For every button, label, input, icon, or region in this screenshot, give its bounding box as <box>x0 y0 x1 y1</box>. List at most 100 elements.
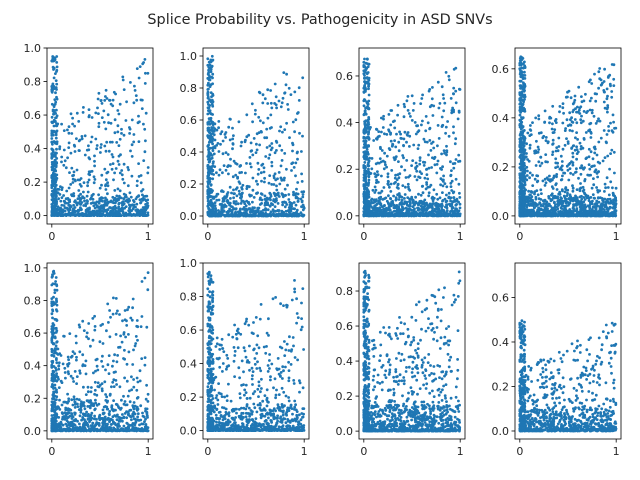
scatter-point <box>239 144 243 148</box>
scatter-point <box>226 165 230 169</box>
scatter-point <box>127 168 130 172</box>
scatter-point <box>362 90 366 94</box>
scatter-point <box>300 150 303 153</box>
scatter-point <box>267 213 270 217</box>
scatter-point <box>207 60 211 64</box>
scatter-point <box>436 197 440 201</box>
scatter-point <box>140 98 144 102</box>
scatter-point <box>598 77 602 81</box>
scatter-point <box>109 121 113 125</box>
scatter-point <box>539 204 543 208</box>
scatter-point <box>405 99 409 103</box>
scatter-point <box>558 110 561 114</box>
scatter-point <box>266 116 270 120</box>
scatter-point <box>243 140 247 144</box>
scatter-point <box>410 164 413 168</box>
scatter-point <box>221 190 225 194</box>
scatter-point <box>364 211 368 215</box>
scatter-point <box>576 138 579 141</box>
scatter-point <box>79 208 83 212</box>
scatter-point <box>121 210 125 214</box>
scatter-point <box>50 140 54 144</box>
scatter-point <box>77 194 81 198</box>
scatter-point <box>370 197 374 201</box>
y-tick-label: 0.2 <box>180 178 198 191</box>
scatter-point <box>571 151 575 155</box>
scatter-point <box>67 186 71 190</box>
scatter-point <box>364 209 367 212</box>
scatter-point <box>582 137 586 140</box>
subplot-1: 0.00.20.40.60.81.00 1 <box>24 42 154 243</box>
scatter-point <box>301 76 305 80</box>
scatter-point <box>444 214 448 217</box>
scatter-point <box>518 155 522 159</box>
scatter-point <box>52 130 56 134</box>
scatter-point <box>230 191 233 195</box>
scatter-point <box>541 199 545 203</box>
scatter-point <box>456 209 459 213</box>
scatter-point <box>363 165 366 169</box>
scatter-point <box>50 186 54 190</box>
scatter-point <box>382 167 386 171</box>
scatter-point <box>73 124 76 128</box>
scatter-point <box>117 163 121 166</box>
scatter-point <box>217 150 221 153</box>
scatter-point <box>234 202 238 206</box>
scatter-point <box>231 137 235 141</box>
scatter-point <box>229 117 232 121</box>
scatter-point <box>409 115 412 118</box>
scatter-point <box>554 182 558 186</box>
scatter-point <box>100 209 103 213</box>
scatter-point <box>128 127 132 131</box>
scatter-point <box>406 196 410 200</box>
scatter-point <box>526 169 529 173</box>
scatter-point <box>430 196 434 200</box>
scatter-point <box>95 144 99 147</box>
scatter-point <box>578 205 582 209</box>
scatter-point <box>402 102 406 106</box>
scatter-point <box>386 201 390 205</box>
scatter-point <box>390 169 394 172</box>
scatter-point <box>211 100 215 104</box>
scatter-point <box>286 103 289 106</box>
scatter-point <box>414 210 418 214</box>
scatter-point <box>594 99 598 103</box>
scatter-point <box>122 88 126 91</box>
scatter-point <box>207 87 210 91</box>
scatter-point <box>457 160 460 163</box>
scatter-point <box>363 127 367 130</box>
scatter-point <box>606 154 610 158</box>
scatter-point <box>55 88 58 91</box>
scatter-point <box>213 204 217 208</box>
scatter-point <box>367 76 371 80</box>
scatter-point <box>270 164 274 168</box>
scatter-point <box>82 190 85 194</box>
scatter-point <box>451 191 455 195</box>
scatter-point <box>233 192 236 196</box>
scatter-point <box>528 146 532 150</box>
scatter-point <box>228 185 232 189</box>
scatter-point <box>582 110 586 113</box>
scatter-point <box>382 186 386 189</box>
scatter-point <box>378 208 382 212</box>
scatter-point <box>578 187 582 191</box>
scatter-point <box>364 153 367 157</box>
scatter-point <box>293 130 296 134</box>
scatter-point <box>283 201 286 204</box>
scatter-point <box>383 160 387 164</box>
scatter-point <box>97 112 100 115</box>
scatter-point <box>593 92 597 96</box>
scatter-point <box>420 206 424 209</box>
scatter-point <box>92 204 96 208</box>
scatter-point <box>59 185 62 189</box>
scatter-point <box>390 200 393 204</box>
scatter-point <box>454 203 458 207</box>
scatter-point <box>144 111 148 115</box>
scatter-point <box>531 184 535 188</box>
scatter-point <box>144 214 148 218</box>
scatter-point <box>441 180 445 183</box>
scatter-point <box>106 181 109 185</box>
scatter-point <box>452 67 456 71</box>
scatter-point <box>266 88 270 92</box>
scatter-point <box>551 138 555 142</box>
